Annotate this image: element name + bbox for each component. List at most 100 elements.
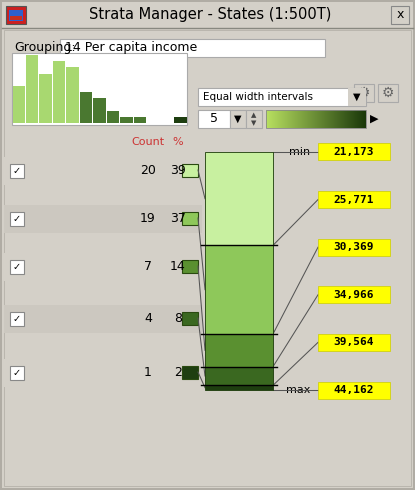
Bar — [364, 110, 365, 128]
Text: 7: 7 — [144, 261, 152, 273]
Text: ✓: ✓ — [13, 166, 21, 176]
Bar — [120, 117, 133, 123]
Bar — [317, 110, 318, 128]
Bar — [345, 110, 346, 128]
Bar — [4, 253, 202, 281]
Bar — [205, 385, 273, 390]
Text: 1: 1 — [144, 367, 152, 379]
Bar — [354, 84, 374, 102]
Bar — [341, 110, 342, 128]
Bar — [296, 110, 297, 128]
Bar — [281, 110, 282, 128]
Bar — [282, 110, 283, 128]
Text: max: max — [286, 385, 310, 395]
Bar — [93, 98, 106, 123]
Bar — [205, 245, 273, 334]
Bar — [266, 110, 366, 128]
Bar — [391, 6, 409, 24]
Bar — [182, 164, 198, 177]
Bar — [275, 110, 276, 128]
Bar — [326, 110, 327, 128]
Text: 2: 2 — [174, 367, 182, 379]
Text: 5: 5 — [210, 113, 218, 125]
Bar — [293, 110, 294, 128]
Bar — [353, 110, 354, 128]
Bar — [346, 110, 347, 128]
Bar — [349, 110, 350, 128]
Bar — [198, 88, 366, 106]
Bar — [362, 110, 363, 128]
Bar — [288, 110, 289, 128]
Bar — [66, 67, 79, 123]
Bar — [12, 53, 187, 125]
Text: %: % — [173, 137, 183, 147]
Bar — [12, 86, 25, 123]
Bar — [294, 110, 295, 128]
Bar — [273, 110, 274, 128]
Text: 39,564: 39,564 — [334, 338, 374, 347]
Bar — [279, 110, 280, 128]
Text: x: x — [396, 8, 404, 22]
Bar — [303, 110, 304, 128]
Bar — [323, 110, 324, 128]
Bar — [312, 110, 313, 128]
Bar — [182, 366, 198, 379]
Bar — [274, 110, 275, 128]
Bar — [308, 110, 309, 128]
Bar — [361, 110, 362, 128]
Bar — [134, 117, 146, 123]
Text: 25,771: 25,771 — [334, 195, 374, 205]
Bar — [10, 260, 24, 274]
Bar — [10, 164, 24, 178]
Text: 39: 39 — [170, 165, 186, 177]
Bar — [355, 110, 356, 128]
Bar — [339, 110, 340, 128]
Bar — [328, 110, 329, 128]
Bar — [26, 55, 39, 123]
Bar — [359, 110, 360, 128]
Bar — [316, 110, 317, 128]
Bar — [354, 110, 355, 128]
Text: 37: 37 — [170, 213, 186, 225]
Bar — [9, 10, 23, 21]
Bar — [289, 110, 290, 128]
Bar — [306, 110, 307, 128]
Text: Count: Count — [132, 137, 165, 147]
Bar — [352, 110, 353, 128]
Bar — [182, 312, 198, 325]
Bar — [300, 110, 301, 128]
Bar — [298, 110, 299, 128]
Text: Strata Manager - States (1:500T): Strata Manager - States (1:500T) — [89, 7, 331, 23]
Bar — [327, 110, 328, 128]
Text: ⚙: ⚙ — [358, 86, 370, 100]
Bar — [285, 110, 286, 128]
Bar — [334, 110, 335, 128]
Bar — [311, 110, 312, 128]
Bar — [271, 110, 272, 128]
Bar — [335, 110, 336, 128]
Bar — [268, 110, 269, 128]
Bar — [318, 110, 319, 128]
Bar — [320, 110, 321, 128]
Text: ▼: ▼ — [234, 114, 242, 124]
Bar — [2, 2, 413, 28]
Bar — [205, 367, 273, 385]
Bar — [53, 61, 65, 123]
Bar — [272, 110, 273, 128]
Bar — [280, 110, 281, 128]
Bar — [322, 110, 323, 128]
Text: ⚙: ⚙ — [382, 86, 394, 100]
Bar — [318, 239, 390, 256]
Bar — [304, 110, 305, 128]
Bar — [266, 110, 267, 128]
Bar — [309, 110, 310, 128]
Bar — [318, 191, 390, 208]
Bar — [344, 110, 345, 128]
Bar — [276, 110, 277, 128]
Bar — [318, 144, 390, 161]
Bar — [351, 110, 352, 128]
Text: ✓: ✓ — [13, 314, 21, 324]
Bar — [318, 334, 390, 351]
Text: 30,369: 30,369 — [334, 242, 374, 252]
Text: ✓: ✓ — [13, 214, 21, 224]
